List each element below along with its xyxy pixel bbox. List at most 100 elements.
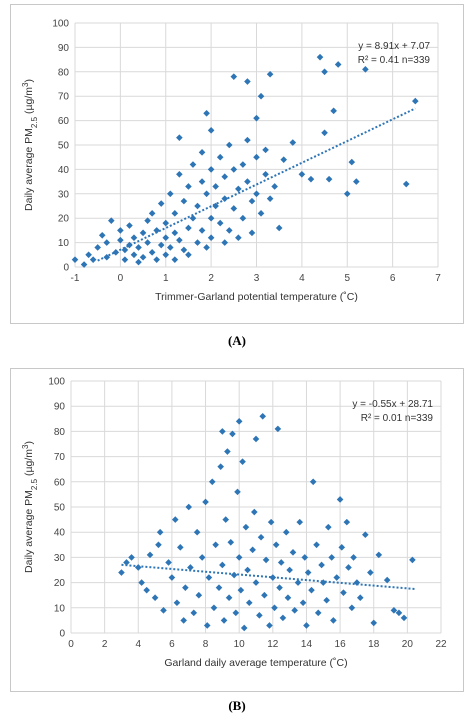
chart-a-point xyxy=(121,256,129,263)
chart-b-y-tick-label: 20 xyxy=(54,578,66,589)
chart-b-point xyxy=(222,516,230,523)
chart-a-point xyxy=(162,219,170,227)
chart-a-point xyxy=(148,249,156,256)
chart-a-point xyxy=(257,210,265,217)
chart-a-point xyxy=(198,149,206,156)
chart-b-point xyxy=(234,488,241,496)
chart-a-point xyxy=(412,97,419,105)
chart-a-point xyxy=(180,246,188,254)
chart-b-point xyxy=(262,556,270,564)
chart-b-point xyxy=(219,428,226,435)
chart-b-point xyxy=(251,508,258,516)
chart-b-point xyxy=(313,541,320,549)
chart-b-x-tick-label: 16 xyxy=(335,639,347,650)
chart-b-trendline xyxy=(121,563,416,591)
chart-b-point xyxy=(303,622,310,629)
chart-b-point xyxy=(353,579,361,586)
chart-a-point xyxy=(194,239,201,246)
chart-a-y-tick-label: 60 xyxy=(58,116,70,127)
chart-a-point xyxy=(89,256,97,263)
chart-b-point xyxy=(242,523,250,531)
chart-a-y-tick-label: 90 xyxy=(58,43,70,54)
chart-a-point xyxy=(207,166,215,173)
chart-b-point xyxy=(182,584,189,591)
chart-b-point xyxy=(160,607,167,614)
chart-a-point xyxy=(112,249,120,256)
chart-a-point xyxy=(266,70,274,78)
chart-b-point xyxy=(370,619,378,627)
chart-a-point xyxy=(257,92,265,100)
chart-b-point xyxy=(210,604,218,612)
chart-a-point xyxy=(171,256,179,263)
chart-a-point xyxy=(176,236,183,244)
chart-a-point xyxy=(171,229,179,237)
chart-b-point xyxy=(304,569,312,576)
chart-a-point xyxy=(207,234,215,242)
chart-b-point xyxy=(190,609,198,617)
chart-b-x-tick-label: 8 xyxy=(203,639,209,650)
chart-a-point xyxy=(166,244,174,251)
chart-b-x-tick-label: 22 xyxy=(435,639,447,650)
chart-b-x-tick-label: 0 xyxy=(68,639,74,650)
chart-b-point xyxy=(138,579,145,586)
chart-b-point xyxy=(252,435,260,443)
chart-a-point xyxy=(230,73,238,80)
chart-a-point xyxy=(321,129,328,137)
chart-a-x-tick-label: -1 xyxy=(71,273,80,284)
chart-b-point xyxy=(289,549,297,556)
chart-b-point xyxy=(173,599,181,607)
chart-b-x-tick-label: 14 xyxy=(301,639,313,650)
chart-b-point xyxy=(143,586,150,594)
chart-b-point xyxy=(318,561,325,569)
chart-a-y-tick-label: 100 xyxy=(52,19,69,30)
chart-a-point xyxy=(153,227,160,234)
chart-b-x-tick-label: 18 xyxy=(368,639,380,650)
chart-b-x-tick-label: 10 xyxy=(234,639,246,650)
chart-b-point xyxy=(325,523,332,531)
chart-a-y-tick-label: 70 xyxy=(58,92,70,103)
chart-a-x-axis-title: Trimmer-Garland potential temperature (˚… xyxy=(155,291,358,303)
chart-a-point xyxy=(239,214,247,222)
chart-a-x-tick-label: 6 xyxy=(390,273,396,284)
chart-b-point xyxy=(232,609,240,617)
chart-b-point xyxy=(128,554,135,561)
chart-a-x-tick-label: 5 xyxy=(344,273,350,284)
caption-b: (B) xyxy=(228,698,246,713)
chart-a-point xyxy=(157,200,165,207)
chart-a-point xyxy=(71,256,79,263)
chart-b-point xyxy=(277,559,285,566)
chart-a-point xyxy=(325,175,333,183)
chart-a-point xyxy=(207,214,215,222)
chart-b-point xyxy=(257,533,265,541)
chart-b-y-tick-label: 40 xyxy=(54,528,66,539)
chart-a-point xyxy=(130,234,138,242)
chart-a-point xyxy=(235,185,242,193)
chart-b-point xyxy=(134,564,142,571)
chart-b-point xyxy=(296,518,304,526)
chart-b-y-tick-label: 100 xyxy=(48,377,65,388)
chart-a-point xyxy=(271,183,278,190)
chart-a-y-tick-label: 30 xyxy=(58,189,70,200)
chart-a-point xyxy=(189,161,197,168)
chart-a-point xyxy=(203,109,210,117)
chart-b-y-tick-label: 70 xyxy=(54,452,66,463)
chart-b-point xyxy=(348,604,356,612)
chart-a-point xyxy=(280,156,288,163)
chart-b-point xyxy=(256,612,263,619)
chart-a-y-tick-label: 80 xyxy=(58,67,70,78)
chart-a-point xyxy=(98,231,106,239)
chart-b-point xyxy=(235,418,243,425)
chart-b-y-tick-label: 60 xyxy=(54,477,66,488)
chart-a-point xyxy=(362,66,369,73)
chart-a-point xyxy=(117,227,124,234)
chart-b-point xyxy=(212,541,219,549)
chart-b-point xyxy=(272,541,280,549)
chart-b-point xyxy=(168,574,176,581)
chart-b-point xyxy=(276,584,283,591)
chart-b-point xyxy=(220,617,228,624)
chart-a-point xyxy=(207,127,215,134)
chart-a-point xyxy=(203,190,210,198)
chart-b-x-tick-label: 20 xyxy=(402,639,414,650)
chart-a-point xyxy=(235,234,242,242)
chart-a-point xyxy=(144,239,151,246)
